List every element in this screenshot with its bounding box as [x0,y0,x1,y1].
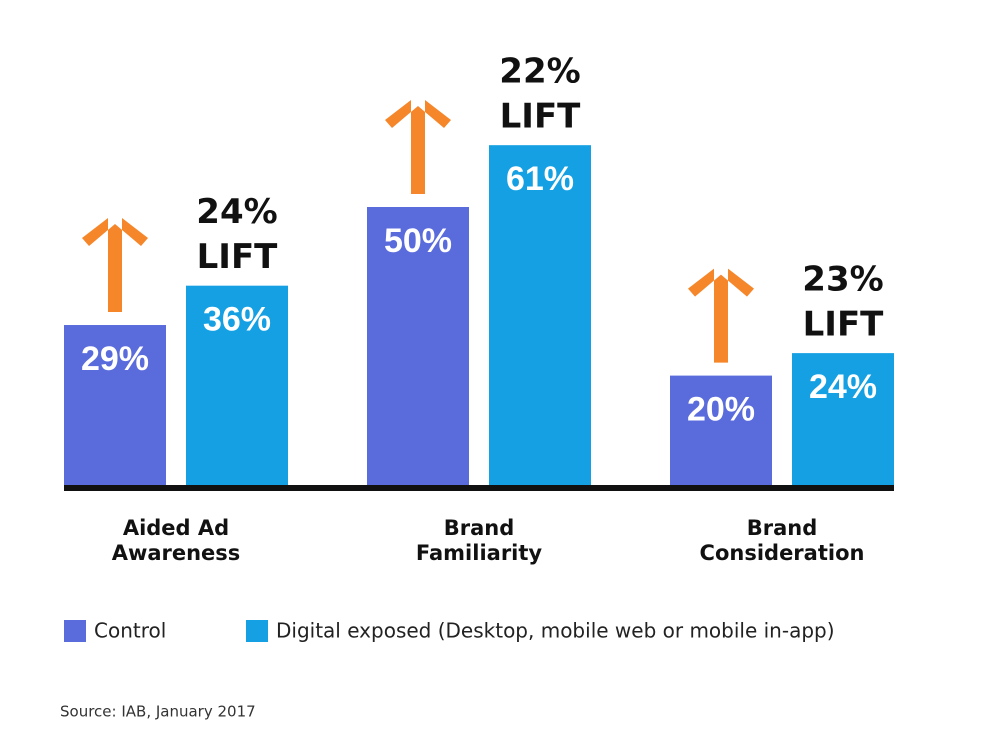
value-label: 29% [81,340,149,378]
value-label: 36% [203,301,271,339]
bar [792,353,894,488]
lift-word: LIFT [197,237,279,277]
lift-word: LIFT [803,305,885,345]
legend-swatch [246,620,268,642]
bar [186,285,288,488]
lift-arrow [82,218,148,313]
legend-swatch [64,620,86,642]
lift-percent: 24% [196,192,277,232]
category-label: Aided Ad Awareness [111,516,241,565]
bar [64,325,166,488]
bar [489,145,591,488]
bar [670,375,772,488]
category-label: Brand Familiarity [415,516,543,565]
value-label: 61% [506,160,574,198]
source: Source: IAB, January 2017 [60,703,256,721]
value-label: 50% [384,222,452,260]
bar [367,207,469,488]
lift-word: LIFT [500,97,582,137]
lift-percent: 23% [802,260,883,300]
lift-arrow [385,100,451,194]
lift-arrow [688,268,754,363]
value-label: 24% [809,368,877,406]
value-label: 20% [687,391,755,429]
lift-percent: 22% [499,52,580,92]
category-label: Brand Consideration [699,516,865,565]
legend-label: Digital exposed (Desktop, mobile web or … [276,619,835,643]
legend-label: Control [94,619,166,643]
